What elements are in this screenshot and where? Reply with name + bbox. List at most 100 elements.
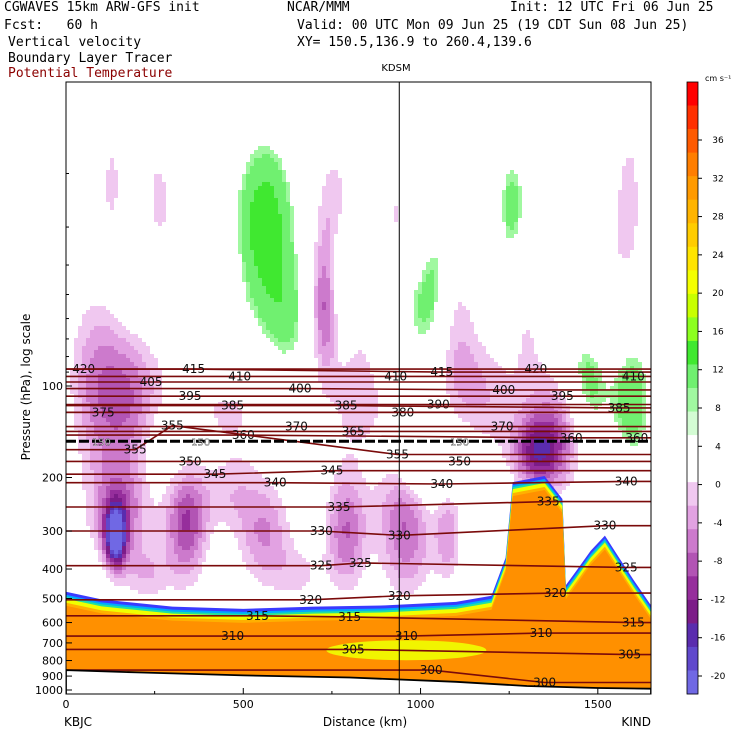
velocity-cell: [242, 546, 246, 550]
velocity-cell: [386, 490, 390, 494]
velocity-cell: [322, 274, 326, 278]
velocity-cell: [626, 214, 630, 218]
velocity-cell: [114, 474, 118, 478]
velocity-cell: [274, 218, 278, 222]
velocity-cell: [202, 474, 206, 478]
velocity-cell: [510, 198, 514, 202]
velocity-cell: [102, 382, 106, 386]
velocity-cell: [350, 522, 354, 526]
velocity-cell: [90, 426, 94, 430]
velocity-cell: [534, 458, 538, 462]
velocity-cell: [114, 426, 118, 430]
velocity-cell: [450, 334, 454, 338]
velocity-cell: [218, 466, 222, 470]
velocity-cell: [78, 414, 82, 418]
velocity-cell: [246, 190, 250, 194]
velocity-cell: [258, 206, 262, 210]
velocity-cell: [178, 482, 182, 486]
velocity-cell: [642, 426, 646, 430]
velocity-cell: [242, 186, 246, 190]
velocity-cell: [374, 538, 378, 542]
velocity-cell: [430, 266, 434, 270]
velocity-cell: [246, 298, 250, 302]
velocity-cell: [482, 366, 486, 370]
velocity-cell: [366, 390, 370, 394]
velocity-cell: [274, 170, 278, 174]
velocity-cell: [626, 230, 630, 234]
velocity-cell: [182, 538, 186, 542]
velocity-cell: [254, 562, 258, 566]
velocity-cell: [78, 426, 82, 430]
velocity-cell: [338, 510, 342, 514]
velocity-cell: [522, 454, 526, 458]
velocity-cell: [326, 266, 330, 270]
velocity-cell: [254, 470, 258, 474]
velocity-cell: [490, 398, 494, 402]
velocity-cell: [170, 538, 174, 542]
velocity-cell: [330, 246, 334, 250]
velocity-cell: [350, 554, 354, 558]
velocity-cell: [154, 178, 158, 182]
velocity-cell: [250, 550, 254, 554]
velocity-cell: [318, 362, 322, 366]
velocity-cell: [274, 194, 278, 198]
velocity-cell: [334, 498, 338, 502]
velocity-cell: [626, 222, 630, 226]
velocity-cell: [522, 378, 526, 382]
velocity-cell: [550, 422, 554, 426]
velocity-cell: [122, 478, 126, 482]
velocity-cell: [510, 210, 514, 214]
velocity-cell: [630, 174, 634, 178]
velocity-cell: [286, 314, 290, 318]
velocity-cell: [630, 186, 634, 190]
velocity-cell: [370, 522, 374, 526]
velocity-cell: [102, 486, 106, 490]
velocity-cell: [318, 270, 322, 274]
velocity-cell: [274, 234, 278, 238]
velocity-cell: [346, 398, 350, 402]
velocity-cell: [134, 462, 138, 466]
velocity-cell: [250, 478, 254, 482]
velocity-cell: [270, 242, 274, 246]
velocity-cell: [78, 366, 82, 370]
velocity-cell: [186, 518, 190, 522]
velocity-cell: [126, 346, 130, 350]
velocity-cell: [362, 362, 366, 366]
velocity-cell: [118, 518, 122, 522]
velocity-cell: [154, 542, 158, 546]
velocity-cell: [418, 526, 422, 530]
velocity-cell: [594, 386, 598, 390]
velocity-cell: [526, 414, 530, 418]
velocity-cell: [90, 350, 94, 354]
velocity-cell: [186, 542, 190, 546]
velocity-cell: [530, 378, 534, 382]
velocity-cell: [322, 190, 326, 194]
velocity-cell: [474, 414, 478, 418]
velocity-cell: [134, 466, 138, 470]
velocity-cell: [270, 190, 274, 194]
velocity-cell: [190, 490, 194, 494]
velocity-cell: [250, 498, 254, 502]
velocity-cell: [426, 274, 430, 278]
velocity-cell: [278, 510, 282, 514]
velocity-cell: [426, 538, 430, 542]
velocity-cell: [478, 346, 482, 350]
velocity-cell: [318, 334, 322, 338]
velocity-cell: [170, 534, 174, 538]
velocity-cell: [186, 470, 190, 474]
velocity-cell: [170, 506, 174, 510]
velocity-cell: [166, 526, 170, 530]
velocity-cell: [554, 446, 558, 450]
velocity-cell: [110, 378, 114, 382]
velocity-cell: [358, 382, 362, 386]
velocity-cell: [162, 194, 166, 198]
velocity-cell: [338, 390, 342, 394]
velocity-cell: [74, 338, 78, 342]
velocity-cell: [82, 442, 86, 446]
velocity-cell: [122, 474, 126, 478]
velocity-cell: [482, 414, 486, 418]
velocity-cell: [330, 218, 334, 222]
velocity-cell: [334, 474, 338, 478]
velocity-cell: [158, 518, 162, 522]
velocity-cell: [250, 554, 254, 558]
